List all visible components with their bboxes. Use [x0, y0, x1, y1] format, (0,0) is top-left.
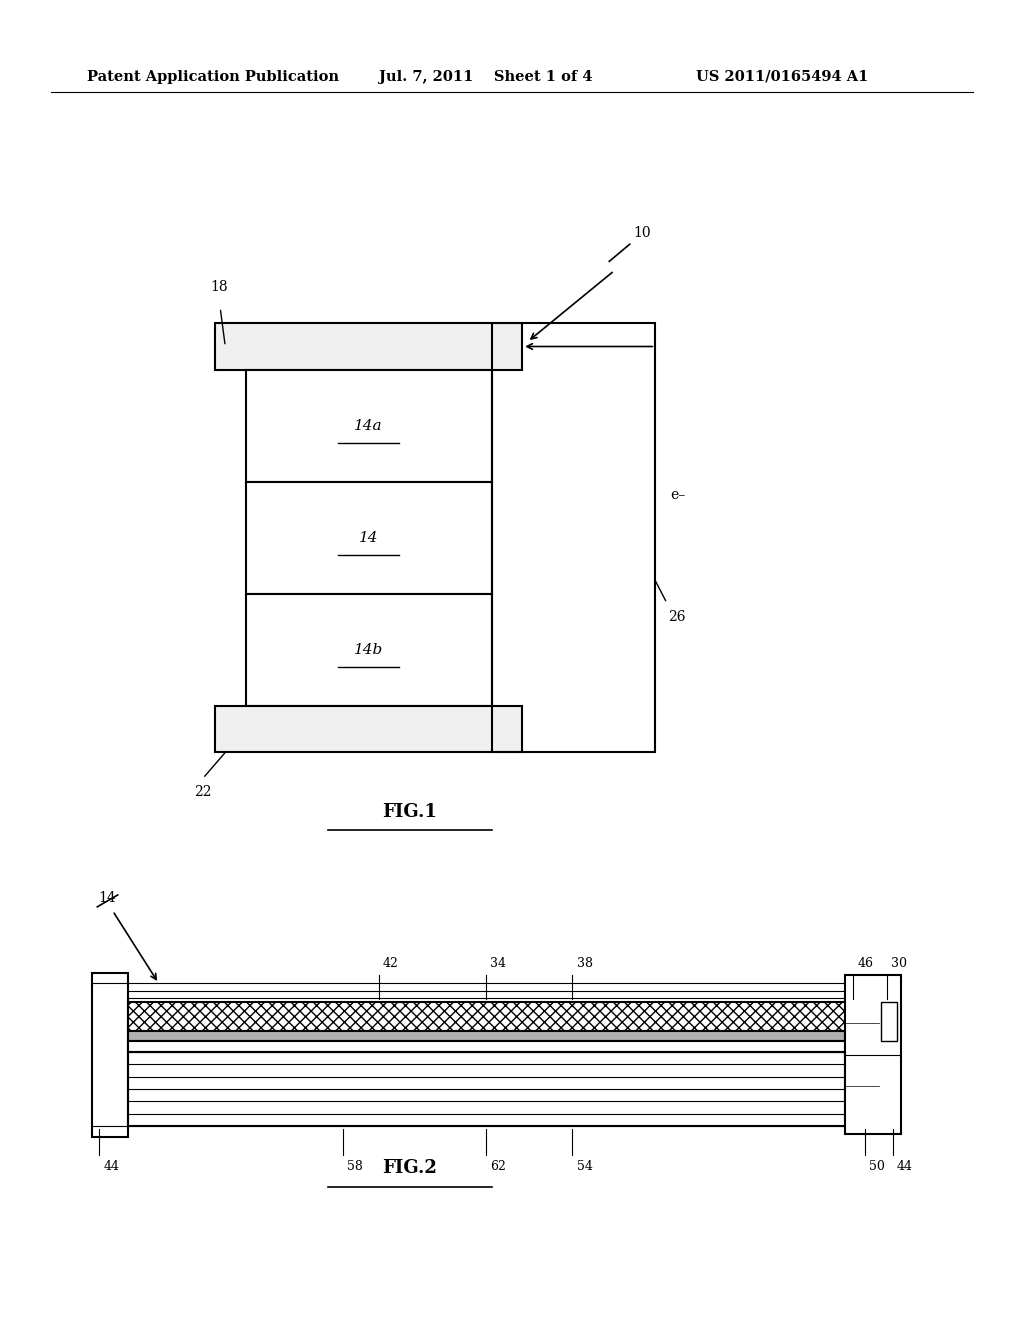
Bar: [92, 973, 128, 1137]
Text: FIG.1: FIG.1: [382, 803, 437, 821]
Text: 44: 44: [897, 1160, 912, 1173]
Bar: [128, 1031, 845, 1041]
Text: 62: 62: [490, 1160, 507, 1173]
Bar: [845, 975, 901, 1134]
Text: 30: 30: [891, 957, 907, 970]
Text: 14a: 14a: [354, 418, 383, 433]
Bar: [246, 370, 492, 482]
Bar: [246, 594, 492, 706]
Text: FIG.2: FIG.2: [382, 1159, 437, 1177]
Text: 10: 10: [633, 226, 650, 240]
Bar: [246, 482, 492, 594]
Text: 26: 26: [668, 610, 685, 624]
Bar: [128, 1002, 845, 1031]
Text: 14: 14: [98, 891, 116, 906]
Text: 50: 50: [868, 1160, 885, 1173]
Text: 44: 44: [103, 1160, 120, 1173]
Text: 14b: 14b: [354, 643, 383, 657]
Text: 38: 38: [577, 957, 593, 970]
Text: 58: 58: [347, 1160, 364, 1173]
Text: Jul. 7, 2011    Sheet 1 of 4: Jul. 7, 2011 Sheet 1 of 4: [379, 70, 592, 83]
Bar: [215, 323, 522, 370]
Bar: [492, 323, 655, 752]
Text: US 2011/0165494 A1: US 2011/0165494 A1: [696, 70, 868, 83]
Bar: [128, 1052, 845, 1126]
Text: e–: e–: [671, 488, 686, 502]
Text: 14: 14: [358, 531, 379, 545]
Bar: [128, 1041, 845, 1052]
Text: 22: 22: [195, 785, 212, 800]
Text: Patent Application Publication: Patent Application Publication: [87, 70, 339, 83]
Text: 42: 42: [383, 957, 399, 970]
Text: 34: 34: [490, 957, 507, 970]
Text: 18: 18: [210, 280, 227, 294]
Bar: [215, 706, 522, 752]
Text: 46: 46: [857, 957, 873, 970]
Text: 54: 54: [577, 1160, 593, 1173]
Bar: [882, 1002, 897, 1041]
